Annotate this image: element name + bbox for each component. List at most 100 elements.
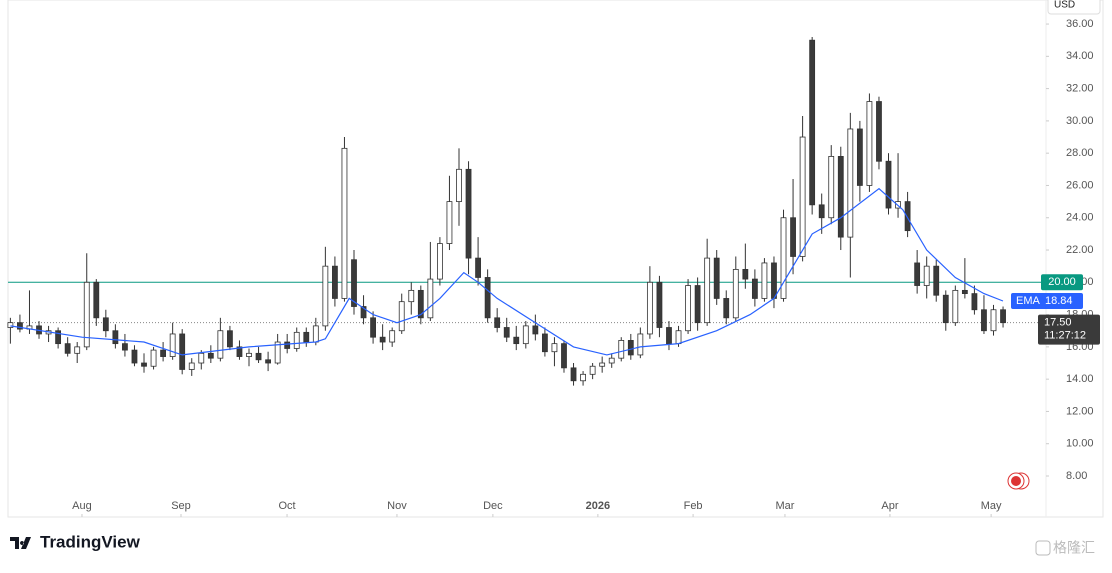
candle-body — [484, 277, 491, 319]
last-price-label: 17.50 — [1044, 317, 1072, 329]
candle-body — [885, 160, 892, 209]
candle-body — [64, 343, 71, 354]
candle-body — [923, 265, 930, 286]
candle-body — [561, 343, 567, 369]
candle-body — [293, 331, 300, 349]
x-tick-label: Apr — [881, 500, 898, 512]
candle-body — [1000, 309, 1006, 324]
candle-body — [55, 330, 62, 345]
candle-body — [370, 317, 376, 338]
candle-body — [532, 325, 539, 335]
x-tick-label: 2026 — [586, 500, 610, 512]
level-label-box — [1041, 274, 1083, 291]
candle-body — [656, 281, 663, 328]
candle-body — [713, 257, 720, 299]
candle-body — [732, 268, 739, 319]
plot-border — [7, 0, 1104, 518]
candle-body — [646, 281, 653, 335]
candle-body — [704, 257, 711, 324]
candle-body — [866, 101, 873, 186]
candle-body — [904, 201, 911, 232]
candle-body — [751, 278, 758, 299]
candle-body — [122, 343, 128, 351]
candle-body — [160, 349, 167, 357]
candle-body — [360, 306, 367, 319]
candle-body — [580, 373, 586, 382]
candle-body — [589, 365, 596, 375]
candle-body — [513, 336, 520, 345]
candle-body — [112, 330, 119, 345]
x-tick-label: Dec — [483, 500, 503, 512]
candle-body — [627, 340, 634, 356]
candle-body — [102, 317, 109, 332]
candle-body — [179, 333, 186, 370]
candle-body — [637, 333, 644, 356]
candle-body — [809, 39, 816, 206]
candle-body — [427, 278, 434, 319]
watermark: 格隆汇 — [1053, 540, 1095, 556]
candle-body — [856, 128, 863, 186]
candle-body — [255, 352, 262, 361]
candle-body — [131, 349, 138, 364]
currency: USD — [1054, 0, 1075, 11]
candle-body — [971, 293, 978, 311]
candle-body — [274, 341, 281, 364]
ema-name: EMA — [1016, 295, 1041, 307]
candle-body — [837, 156, 844, 238]
candle-body — [408, 289, 415, 303]
candle-body — [933, 265, 940, 296]
candle-body — [465, 168, 472, 259]
candle-body — [17, 322, 23, 330]
candle-body — [599, 362, 606, 367]
candle-body — [303, 331, 310, 343]
candle-body — [723, 298, 730, 319]
candle-body — [675, 330, 682, 345]
y-tick-label: 34.00 — [1066, 50, 1094, 62]
candle-body — [265, 359, 271, 364]
y-tick-label: 12.00 — [1066, 405, 1094, 417]
candle-body — [761, 262, 768, 299]
candle-body — [217, 330, 224, 359]
candle-body — [961, 289, 968, 295]
candle-body — [198, 352, 205, 364]
y-tick-label: 30.00 — [1066, 115, 1094, 127]
candle-body — [551, 343, 558, 353]
candle-body — [93, 281, 100, 319]
candle-body — [818, 204, 825, 219]
candle-body — [322, 265, 329, 327]
candle-body — [981, 309, 987, 332]
x-tick-label: Oct — [278, 500, 295, 512]
candle-body — [141, 362, 147, 367]
candle-body — [799, 136, 806, 257]
candle-body — [685, 285, 691, 332]
candle-body — [389, 330, 396, 343]
candle-body — [780, 217, 787, 299]
y-tick-label: 22.00 — [1066, 244, 1094, 256]
candle-body — [227, 330, 233, 348]
candle-body — [876, 101, 882, 162]
candle-body — [608, 357, 615, 364]
y-tick-label: 8.00 — [1066, 470, 1087, 482]
candle-body — [694, 285, 701, 324]
candle-body — [188, 362, 195, 370]
candle-body — [398, 301, 405, 332]
candle-body — [332, 265, 338, 299]
candle-body — [828, 156, 835, 219]
ema-line — [10, 187, 1004, 356]
candle-body — [618, 340, 625, 359]
y-tick-label: 28.00 — [1066, 147, 1094, 159]
candle-body — [494, 317, 501, 328]
y-tick-label: 32.00 — [1066, 83, 1094, 95]
candle-body — [341, 147, 348, 299]
candle-body — [666, 327, 672, 345]
candle-body — [7, 322, 14, 328]
candle-body — [83, 281, 90, 348]
x-tick-label: Nov — [387, 500, 407, 512]
candle-body — [790, 217, 796, 257]
candle-body — [169, 333, 176, 357]
y-tick-label: 24.00 — [1066, 212, 1094, 224]
candle-body — [246, 352, 252, 357]
candle-body — [379, 336, 386, 343]
candle-body — [437, 243, 443, 280]
candle-body — [207, 352, 214, 359]
